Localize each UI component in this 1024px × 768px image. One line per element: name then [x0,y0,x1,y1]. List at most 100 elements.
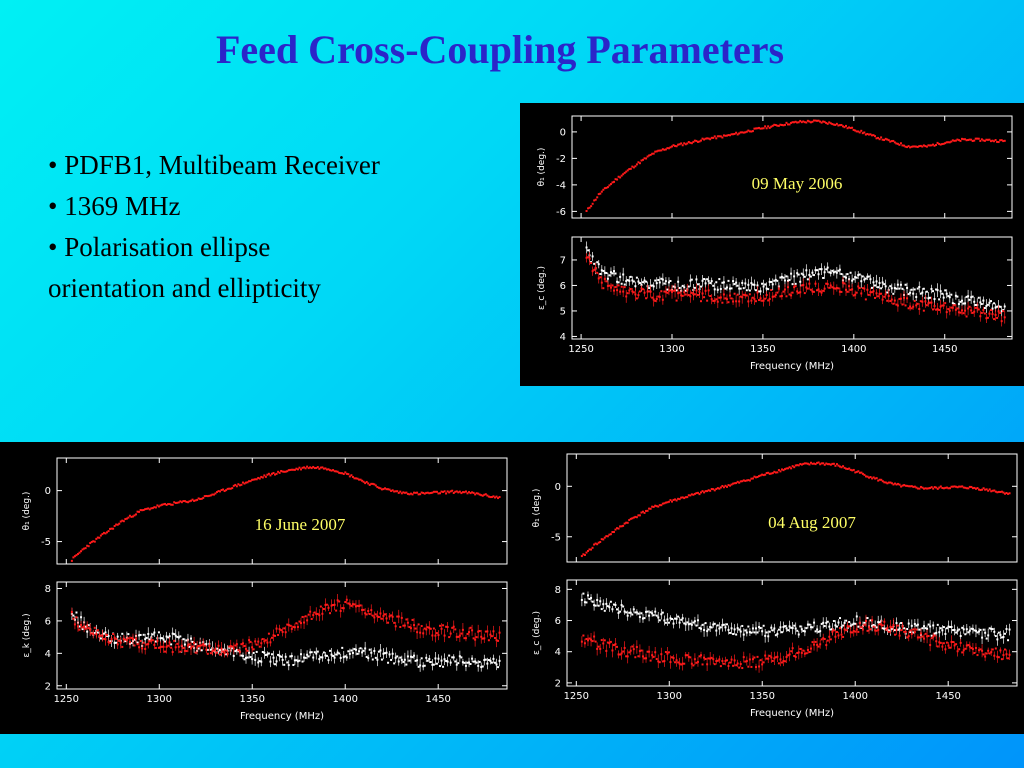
data-point [835,286,838,289]
data-point [209,494,212,497]
data-point [1007,639,1010,642]
data-point [197,647,200,650]
data-point [779,470,782,473]
data-point [596,543,599,546]
data-point [851,279,854,282]
data-point [715,488,718,491]
data-point [985,488,988,491]
data-point [994,647,997,650]
data-point [387,661,390,664]
data-point [619,275,622,278]
data-point [758,626,761,629]
data-point [777,662,780,665]
data-point [617,611,620,614]
data-point [640,511,643,514]
data-point [606,605,609,608]
data-point [614,272,617,275]
data-point [997,310,1000,313]
data-point [811,271,814,274]
data-point [435,632,438,635]
data-point [593,635,596,638]
data-point [379,612,382,615]
data-point [133,644,136,647]
data-point [861,275,864,278]
data-point [1002,635,1005,638]
x-tick-label: 1350 [750,691,775,702]
data-point [907,145,910,148]
data-point [706,490,709,493]
data-point [710,136,713,139]
data-point [322,607,325,610]
data-point [999,311,1002,314]
data-point [81,626,84,629]
data-point [785,121,788,124]
data-point [771,283,774,286]
data-point [667,500,670,503]
data-point [784,468,787,471]
data-point [907,622,910,625]
data-point [167,503,170,506]
data-point [958,485,961,488]
data-point [952,641,955,644]
data-point [863,473,866,476]
data-point [984,631,987,634]
data-point [767,288,770,291]
data-point [83,625,86,628]
data-point [605,271,608,274]
data-point [693,293,696,296]
data-point [667,281,670,284]
data-point [715,629,718,632]
data-point [884,628,887,631]
data-point [246,481,249,484]
data-point [713,663,716,666]
data-point [892,302,895,305]
data-point [632,608,635,611]
data-point [730,483,733,486]
x-tick-label: 1300 [147,694,172,705]
data-point [976,487,979,490]
data-point [329,612,332,615]
data-point [867,293,870,296]
data-point [672,622,675,625]
data-point [986,316,989,319]
data-point [695,139,698,142]
data-point [102,531,105,534]
data-point [729,661,732,664]
data-point [970,296,973,299]
data-point [188,645,191,648]
data-point [745,130,748,133]
data-point [358,605,361,608]
data-point [408,626,411,629]
data-point [635,646,638,649]
data-point [281,470,284,473]
x-axis-label: Frequency (MHz) [240,711,324,722]
data-point [617,281,620,284]
data-point [306,619,309,622]
data-point [822,120,825,123]
data-point [825,282,828,285]
data-point [910,624,913,627]
data-point [274,473,277,476]
data-point [1003,632,1006,635]
data-point [855,291,858,294]
data-point [591,270,594,273]
data-point [845,276,848,279]
data-point [315,612,318,615]
data-point [290,655,293,658]
data-point [290,627,293,630]
data-point [692,140,695,143]
data-point [722,134,725,137]
data-point [968,629,971,632]
data-point [438,624,441,627]
data-point [957,139,960,142]
data-point [638,162,641,165]
data-point [961,651,964,654]
data-point [990,627,993,630]
data-point [770,626,773,629]
data-point [894,633,897,636]
data-point [75,616,78,619]
data-point [251,478,254,481]
data-point [649,611,652,614]
x-tick-label: 1250 [54,694,79,705]
data-point [603,187,606,190]
